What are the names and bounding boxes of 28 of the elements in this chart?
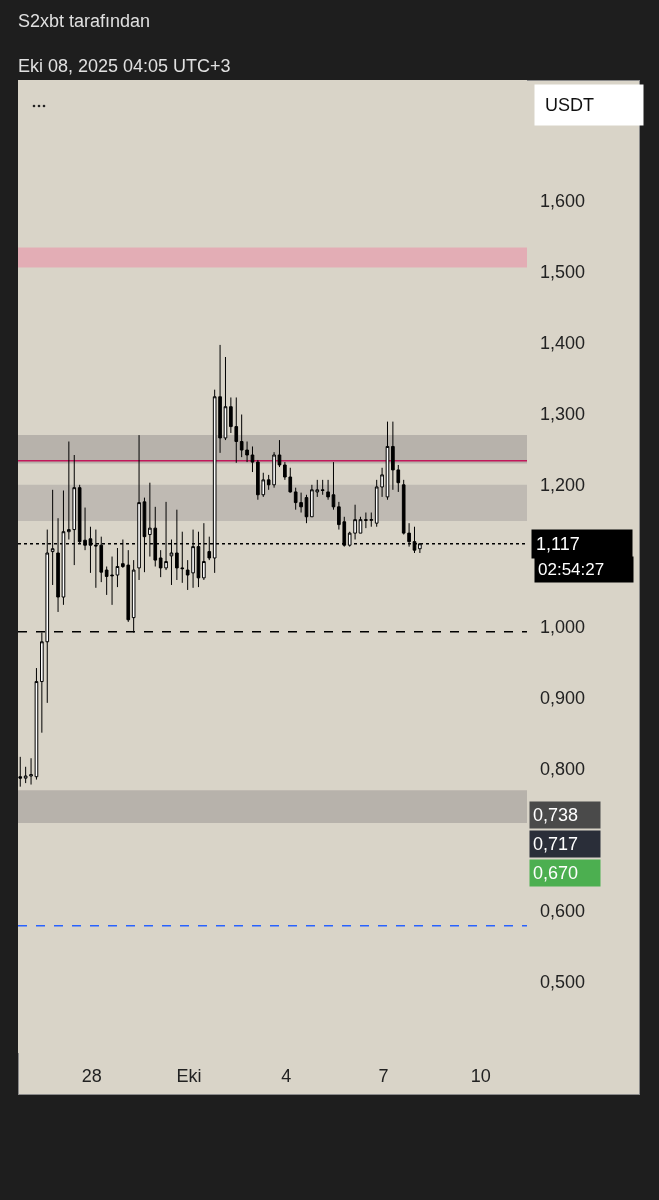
x-tick-label: 7 xyxy=(378,1066,389,1086)
text: 02:54:27 xyxy=(538,560,605,579)
text: 0,670 xyxy=(533,863,579,883)
candlestick xyxy=(223,356,228,441)
x-tick-label: 28 xyxy=(81,1066,102,1086)
y-tick-label: 1,600 xyxy=(540,191,586,212)
text: 0,738 xyxy=(533,805,579,825)
chart-subtitle: Eki 08, 2025 04:05 UTC+3 xyxy=(18,56,231,76)
text: USDT xyxy=(545,95,594,115)
x-tick-label: 4 xyxy=(281,1066,292,1086)
candlestick xyxy=(320,479,325,496)
y-tick-label: 1,300 xyxy=(540,404,586,425)
y-tick-label: 1,500 xyxy=(540,262,586,283)
y-tick-label: 0,500 xyxy=(540,972,586,993)
text: 0,717 xyxy=(533,834,579,854)
candlestick xyxy=(18,756,23,788)
chart-title: S2xbt tarafından xyxy=(18,10,151,31)
y-tick-label: 0,800 xyxy=(540,759,586,780)
y-tick-label: 1,400 xyxy=(540,333,586,354)
ref-line-label: 1,117 xyxy=(536,534,580,554)
y-tick-label: 1,200 xyxy=(540,475,586,496)
y-tick-label: 0,600 xyxy=(540,901,586,922)
y-tick-label: 1,000 xyxy=(540,617,586,638)
candlestick xyxy=(326,479,330,501)
x-tick-label: 10 xyxy=(470,1066,491,1086)
x-tick-label: Eki xyxy=(176,1066,202,1086)
y-tick-label: 0,900 xyxy=(540,688,586,709)
candlestick xyxy=(331,461,336,511)
